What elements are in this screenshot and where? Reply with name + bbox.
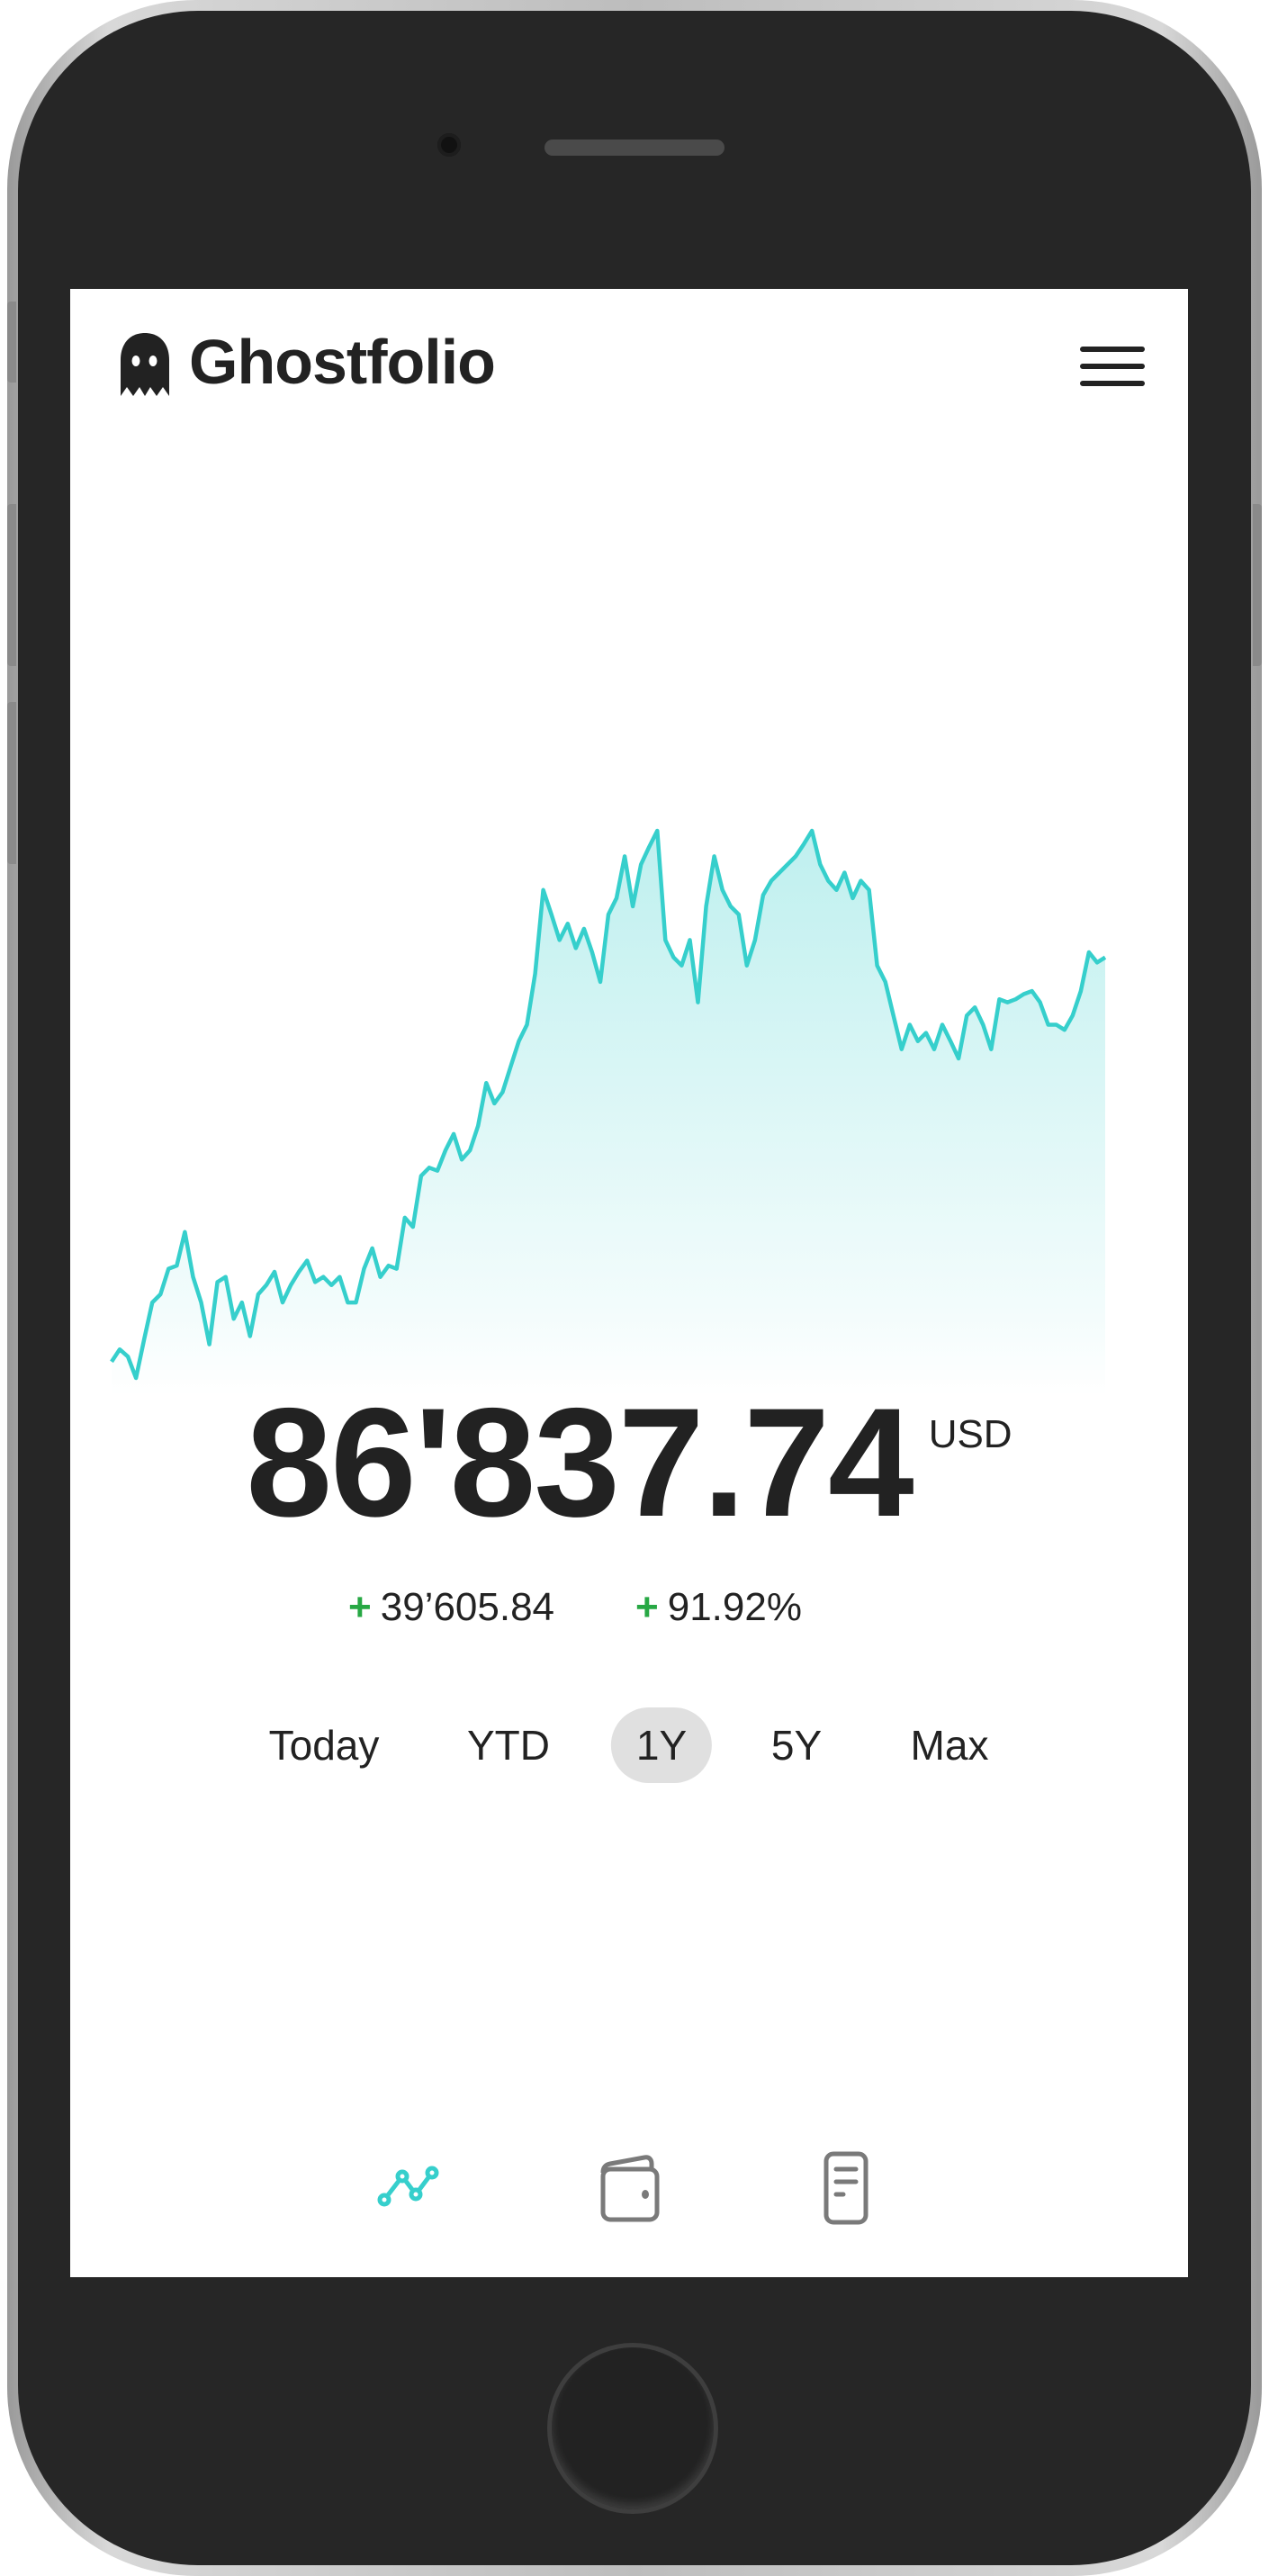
line-chart-icon[interactable]	[371, 2148, 452, 2229]
performance-changes: +39’605.84 +91.92%	[70, 1585, 1188, 1630]
plus-sign: +	[348, 1585, 372, 1629]
period-5y[interactable]: 5Y	[770, 1722, 823, 1769]
period-1y[interactable]: 1Y	[610, 1707, 713, 1783]
chart-series-line	[110, 828, 1107, 1381]
period-max[interactable]: Max	[910, 1722, 989, 1769]
absolute-change-value: 39’605.84	[380, 1585, 555, 1629]
percent-change-value: 91.92%	[667, 1585, 802, 1629]
percent-change: +91.92%	[635, 1585, 802, 1630]
period-today[interactable]: Today	[268, 1722, 380, 1769]
portfolio-value: 86'837.74	[246, 1376, 914, 1549]
power-button	[1253, 504, 1262, 666]
home-button[interactable]	[547, 2343, 718, 2514]
mute-switch	[7, 302, 16, 383]
plus-sign: +	[635, 1585, 659, 1629]
volume-up-button	[7, 504, 16, 666]
wallet-icon[interactable]	[594, 2148, 675, 2229]
hamburger-menu-icon[interactable]	[1076, 341, 1148, 392]
period-selector: Today YTD 1Y 5Y Max	[70, 1707, 1188, 1783]
ghost-icon	[121, 333, 169, 396]
document-icon[interactable]	[806, 2148, 886, 2229]
front-camera	[437, 133, 461, 157]
currency-label: USD	[928, 1412, 1012, 1456]
earpiece-speaker	[544, 140, 724, 156]
volume-down-button	[7, 702, 16, 864]
portfolio-value-group: 86'837.74 USD	[70, 1385, 1188, 1540]
app-title[interactable]: Ghostfolio	[189, 327, 496, 397]
period-ytd[interactable]: YTD	[467, 1722, 550, 1769]
portfolio-performance-chart	[110, 828, 1107, 1396]
app-screen: Ghostfolio 86'837.74 USD +39’605.84 +91.…	[70, 289, 1188, 2277]
absolute-change: +39’605.84	[348, 1585, 554, 1630]
chart-area-fill	[112, 831, 1105, 1396]
